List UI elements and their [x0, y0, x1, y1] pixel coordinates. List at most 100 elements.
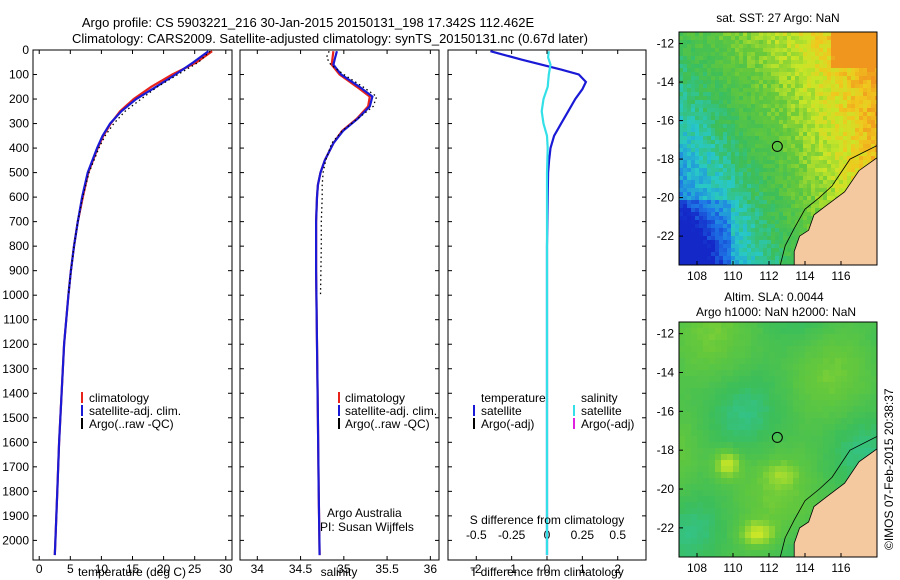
map-cell	[699, 160, 704, 165]
map-cell	[787, 96, 792, 101]
map-cell	[859, 120, 864, 125]
map-cell	[855, 132, 860, 137]
map-cell	[783, 176, 788, 181]
map-cell	[723, 248, 728, 253]
map-cell	[683, 36, 688, 41]
map-cell	[835, 48, 840, 53]
map-cell	[731, 52, 736, 57]
map-cell	[719, 52, 724, 57]
map-cell	[743, 168, 748, 173]
map-cell	[703, 40, 708, 45]
map-cell	[827, 172, 832, 177]
map-cell	[767, 216, 772, 221]
map-cell	[839, 40, 844, 45]
sla-map-panel: Altim. SLA: 0.0044 Argo h1000: NaN h2000…	[657, 290, 878, 575]
map-cell	[817, 442, 824, 449]
y-tick-label: 600	[9, 190, 29, 204]
map-cell	[817, 400, 824, 407]
map-cell	[783, 64, 788, 69]
map-cell	[819, 32, 824, 37]
map-cell	[695, 128, 700, 133]
map-cell	[775, 430, 782, 437]
map-cell	[745, 502, 752, 509]
map-cell	[819, 48, 824, 53]
map-cell	[757, 442, 764, 449]
map-cell	[859, 76, 864, 81]
map-cell	[811, 496, 818, 503]
map-cell	[793, 352, 800, 359]
map-cell	[787, 112, 792, 117]
map-cell	[763, 478, 770, 485]
map-cell	[875, 56, 877, 61]
map-cell	[751, 466, 758, 473]
map-cell	[739, 240, 744, 245]
map-cell	[745, 454, 752, 461]
map-cell	[851, 112, 856, 117]
map-cell	[703, 346, 710, 353]
map-cell	[863, 148, 868, 153]
map-cell	[735, 112, 740, 117]
map-cell	[775, 508, 782, 515]
map-cell	[787, 376, 794, 383]
map-cell	[715, 406, 722, 413]
map-cell	[775, 400, 782, 407]
map-cell	[707, 240, 712, 245]
map-cell	[827, 64, 832, 69]
map-cell	[723, 32, 728, 37]
map-cell	[679, 232, 684, 237]
map-cell	[691, 52, 696, 57]
map-cell	[835, 144, 840, 149]
map-cell	[811, 406, 818, 413]
map-cell	[807, 224, 812, 229]
map-cell	[751, 200, 756, 205]
map-cell	[851, 40, 856, 45]
map-cell	[831, 72, 836, 77]
map-cell	[711, 84, 716, 89]
map-cell	[763, 388, 770, 395]
map-cell	[691, 140, 696, 145]
map-cell	[871, 44, 876, 49]
map-cell	[763, 544, 770, 551]
map-cell	[721, 466, 728, 473]
map-cell	[775, 76, 780, 81]
map-cell	[795, 180, 800, 185]
map-cell	[687, 32, 692, 37]
map-cell	[787, 164, 792, 169]
map-cell	[811, 132, 816, 137]
map-cell	[727, 208, 732, 213]
map-cell	[687, 68, 692, 73]
map-cell	[811, 156, 816, 161]
map-cell	[743, 252, 748, 257]
map-cell	[735, 92, 740, 97]
map-cell	[793, 508, 800, 515]
map-cell	[793, 526, 800, 533]
map-cell	[799, 148, 804, 153]
map-cell	[715, 208, 720, 213]
map-cell	[755, 220, 760, 225]
map-cell	[719, 232, 724, 237]
map-cell	[715, 96, 720, 101]
map-cell	[743, 224, 748, 229]
map-cell	[767, 92, 772, 97]
map-cell	[747, 64, 752, 69]
map-cell	[859, 152, 864, 157]
map-cell	[775, 382, 782, 389]
map-cell	[679, 88, 684, 93]
map-cell	[763, 148, 768, 153]
map-cell	[687, 56, 692, 61]
map-cell	[679, 424, 686, 431]
map-cell	[815, 172, 820, 177]
map-cell	[711, 96, 716, 101]
map-cell	[819, 64, 824, 69]
map-cell	[687, 252, 692, 257]
map-cell	[739, 340, 746, 347]
map-cell	[803, 32, 808, 37]
map-cell	[703, 72, 708, 77]
map-cell	[751, 148, 756, 153]
map-cell	[739, 454, 746, 461]
map-cell	[799, 376, 806, 383]
map-cell	[775, 100, 780, 105]
map-cell	[783, 144, 788, 149]
map-cell	[843, 148, 848, 153]
map-cell	[787, 370, 794, 377]
